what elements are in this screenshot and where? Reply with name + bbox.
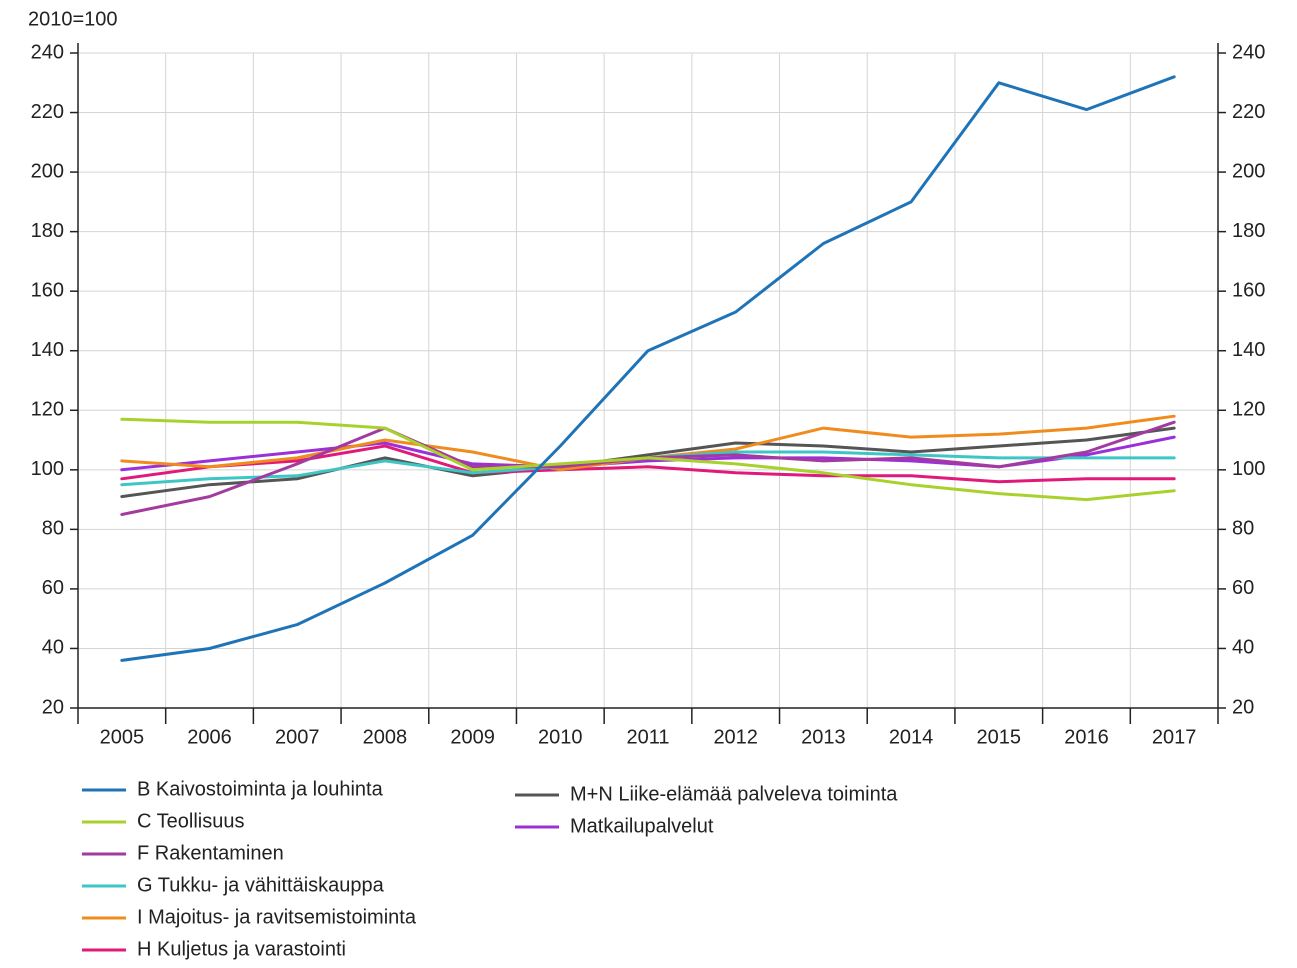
y-tick-label: 60 — [42, 577, 64, 599]
x-tick-label: 2007 — [275, 726, 320, 748]
series-line — [120, 420, 1176, 516]
series-line — [120, 75, 1176, 662]
x-tick-label: 2008 — [363, 726, 408, 748]
legend-label: H Kuljetus ja varastointi — [137, 938, 346, 960]
y-tick-label: 20 — [42, 696, 64, 718]
y-tick-label: 100 — [31, 458, 64, 480]
y2-tick-label: 160 — [1232, 279, 1265, 301]
y-tick-label: 200 — [31, 160, 64, 182]
x-tick-label: 2010 — [538, 726, 583, 748]
y2-tick-label: 40 — [1232, 637, 1254, 659]
y-tick-label: 120 — [31, 399, 64, 421]
x-tick-label: 2012 — [713, 726, 758, 748]
y-tick-label: 140 — [31, 339, 64, 361]
legend-label: Matkailupalvelut — [570, 815, 714, 837]
y2-tick-label: 200 — [1232, 160, 1265, 182]
y2-tick-label: 220 — [1232, 101, 1265, 123]
y-tick-label: 40 — [42, 637, 64, 659]
y2-tick-label: 100 — [1232, 458, 1265, 480]
y-tick-label: 180 — [31, 220, 64, 242]
y-tick-label: 160 — [31, 279, 64, 301]
y2-tick-label: 240 — [1232, 41, 1265, 63]
x-tick-label: 2015 — [977, 726, 1022, 748]
x-tick-label: 2009 — [450, 726, 495, 748]
x-tick-label: 2014 — [889, 726, 934, 748]
legend-label: C Teollisuus — [137, 810, 244, 832]
y-tick-label: 220 — [31, 101, 64, 123]
y-tick-label: 240 — [31, 41, 64, 63]
y2-tick-label: 20 — [1232, 696, 1254, 718]
x-tick-label: 2016 — [1064, 726, 1109, 748]
legend-label: F Rakentaminen — [137, 842, 284, 864]
y-tick-label: 80 — [42, 518, 64, 540]
legend-label: I Majoitus- ja ravitsemistoiminta — [137, 906, 417, 928]
y2-tick-label: 80 — [1232, 518, 1254, 540]
y2-tick-label: 180 — [1232, 220, 1265, 242]
x-tick-label: 2006 — [187, 726, 232, 748]
series-line — [120, 444, 1176, 484]
legend-label: M+N Liike-elämää palveleva toiminta — [570, 783, 898, 805]
x-tick-label: 2011 — [626, 726, 669, 748]
y2-tick-label: 120 — [1232, 399, 1265, 421]
x-tick-label: 2017 — [1152, 726, 1197, 748]
legend-label: G Tukku- ja vähittäiskauppa — [137, 874, 385, 896]
series-line — [120, 417, 1176, 502]
x-tick-label: 2013 — [801, 726, 846, 748]
x-tick-label: 2005 — [100, 726, 145, 748]
y-axis-unit: 2010=100 — [28, 8, 118, 30]
y2-tick-label: 140 — [1232, 339, 1265, 361]
y2-tick-label: 60 — [1232, 577, 1254, 599]
series-line — [120, 426, 1176, 499]
legend-label: B Kaivostoiminta ja louhinta — [137, 778, 384, 800]
